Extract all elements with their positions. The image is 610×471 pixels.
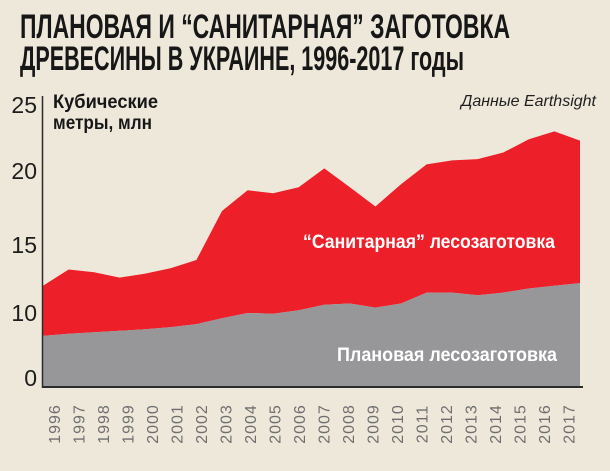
chart-title-line1: ПЛАНОВАЯ И “САНИТАРНАЯ” ЗАГОТОВКА [20,8,510,46]
x-axis-year-label: 2004 [243,404,260,444]
legend-planned-label: Плановая лесозаготовка [337,345,557,366]
x-axis-year-label: 2006 [292,404,309,444]
x-axis-year-label: 2016 [537,404,554,444]
x-axis-year-label: 2007 [317,404,334,444]
y-axis-tick-label: 0 [24,365,37,391]
legend-sanitary-label: “Санитарная” лесозаготовка [303,232,555,253]
y-axis-unit-label-line1: Кубические [53,92,158,113]
y-axis-tick-label: 20 [11,158,37,184]
y-axis-tick-labels: 0 10 15 20 25 [11,92,37,391]
x-axis-year-label: 2012 [439,404,456,444]
planned-logging-area [43,283,580,387]
source-note: Данные Earthsight [459,93,596,110]
x-axis-year-label: 2011 [415,405,432,443]
x-axis-year-label: 1999 [121,404,138,444]
y-axis-tick-label: 15 [11,232,37,258]
x-axis-year-labels: 1996 1997 1998 1999 2000 2001 2002 2003 2004 2005… [47,404,579,444]
x-axis-year-label: 2001 [170,404,187,444]
x-axis-year-label: 2005 [268,404,285,444]
x-axis-year-label: 2000 [145,404,162,444]
x-axis-year-label: 2014 [488,404,505,444]
y-axis-tick-label: 25 [11,92,37,118]
axes-group [41,96,583,388]
x-axis-year-label: 1996 [47,404,64,444]
chart-title-line2: ДРЕВЕСИНЫ В УКРАИНЕ, 1996-2017 годы [20,40,464,78]
x-axis-year-label: 2017 [562,404,579,444]
x-axis-year-label: 1998 [96,404,113,444]
x-axis-year-label: 2009 [366,404,383,444]
x-axis-year-label: 2003 [219,404,236,444]
x-axis-year-label: 1997 [72,404,89,444]
x-axis-year-label: 2013 [464,404,481,444]
x-axis-year-label: 2010 [390,404,407,444]
y-axis-unit-label-line2: метры, млн [53,113,152,134]
x-axis-year-label: 2008 [341,404,358,444]
area-series-group [43,131,580,387]
x-axis-year-label: 2002 [194,404,211,444]
x-axis-year-label: 2015 [513,404,530,444]
y-axis-tick-label: 10 [11,300,37,326]
sanitary-logging-area [43,131,580,336]
